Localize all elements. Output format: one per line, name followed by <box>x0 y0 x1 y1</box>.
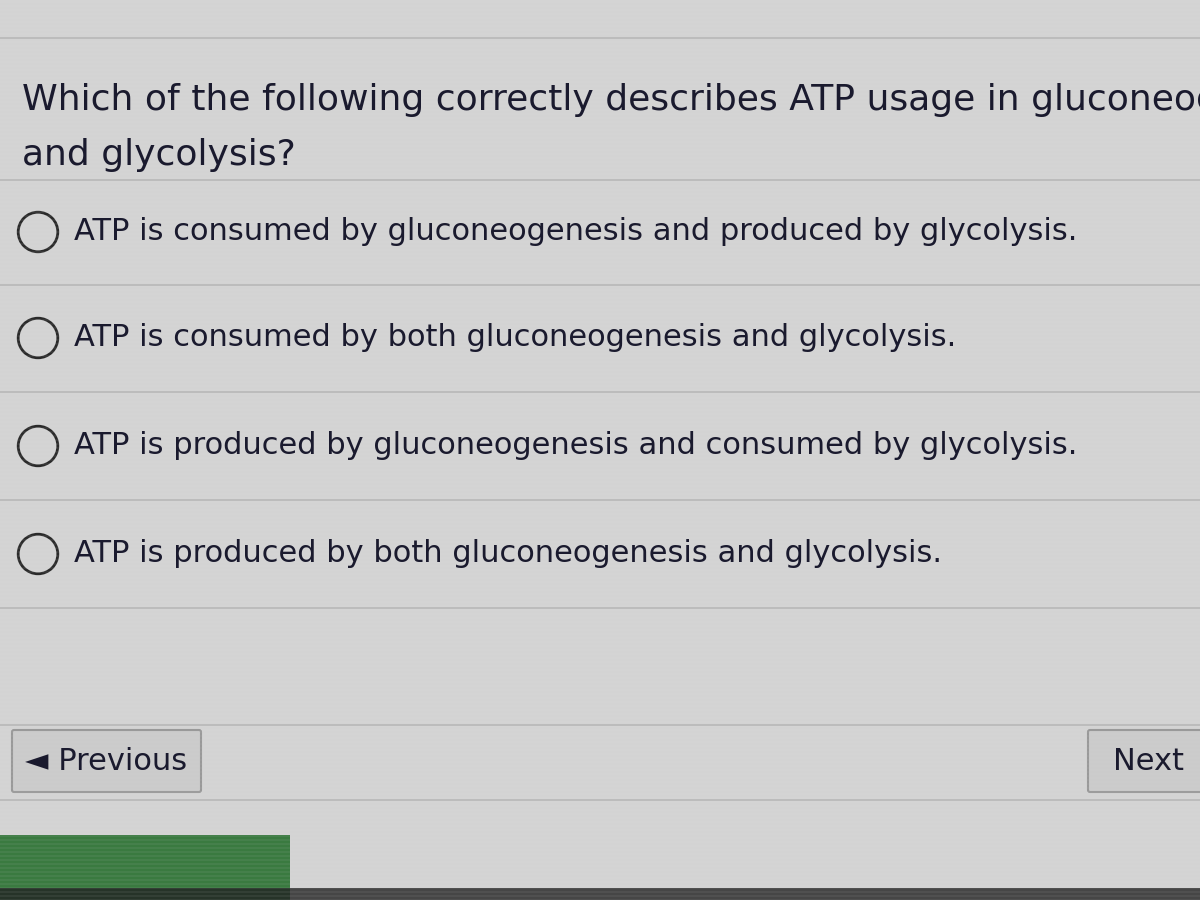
Text: ATP is produced by gluconeogenesis and consumed by glycolysis.: ATP is produced by gluconeogenesis and c… <box>74 431 1078 461</box>
FancyBboxPatch shape <box>0 835 290 900</box>
Text: Next: Next <box>1112 746 1183 776</box>
Text: ATP is produced by both gluconeogenesis and glycolysis.: ATP is produced by both gluconeogenesis … <box>74 539 942 569</box>
Text: and glycolysis?: and glycolysis? <box>22 138 295 172</box>
Text: ATP is consumed by gluconeogenesis and produced by glycolysis.: ATP is consumed by gluconeogenesis and p… <box>74 218 1078 247</box>
Text: Which of the following correctly describes ATP usage in gluconeogenesis: Which of the following correctly describ… <box>22 83 1200 117</box>
Text: ATP is consumed by both gluconeogenesis and glycolysis.: ATP is consumed by both gluconeogenesis … <box>74 323 956 353</box>
FancyBboxPatch shape <box>12 730 202 792</box>
Text: ◄ Previous: ◄ Previous <box>25 746 187 776</box>
FancyBboxPatch shape <box>1088 730 1200 792</box>
Bar <box>0 888 1200 900</box>
